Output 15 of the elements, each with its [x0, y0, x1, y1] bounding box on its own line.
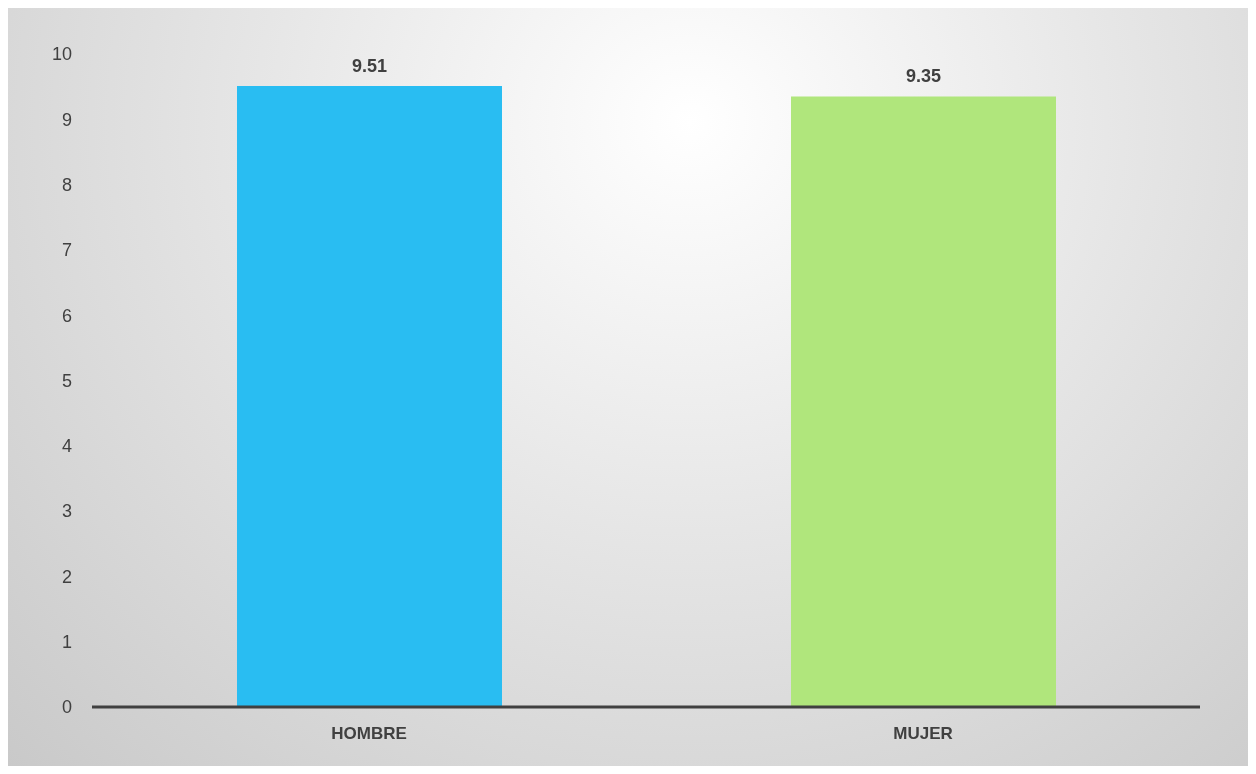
data-label: 9.51	[351, 56, 388, 76]
data-label: 9.35	[905, 66, 942, 87]
y-tick-label: 10	[51, 44, 72, 65]
y-tick-label: 7	[61, 240, 72, 261]
y-tick-label: 3	[61, 501, 72, 522]
x-tick-label: HOMBRE	[331, 724, 407, 744]
y-tick-label: 1	[61, 632, 72, 653]
y-tick-label: 6	[61, 305, 72, 326]
y-tick-label: 5	[61, 370, 72, 391]
y-tick-label: 2	[61, 566, 72, 587]
y-tick-label: 8	[61, 174, 72, 195]
y-tick-label: 4	[61, 436, 72, 457]
x-tick-label: MUJER	[893, 724, 953, 744]
y-tick-label: 9	[61, 109, 72, 130]
y-tick-label: 0	[61, 697, 72, 718]
